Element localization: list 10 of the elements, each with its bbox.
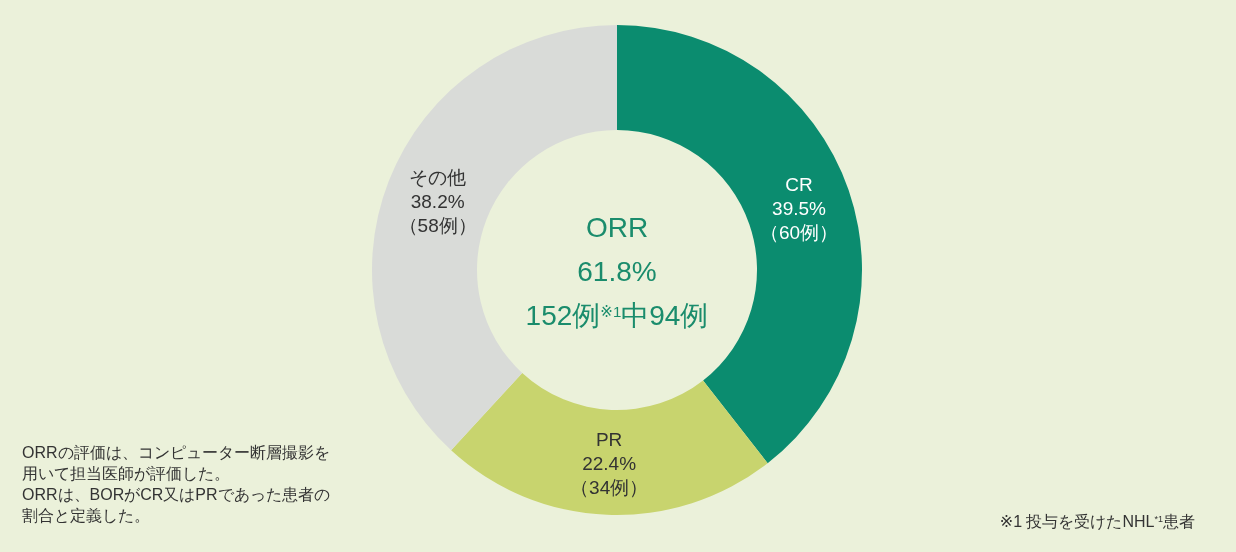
data-label: 38.2% （58例）	[398, 191, 477, 237]
text: ORRは、BORがCR又はPRであった患者の割合と定義した。	[22, 486, 330, 524]
text: ORRの評価は、コンピューター断層撮影を用いて担当医師が評価した。	[22, 444, 330, 482]
slice-label: PR	[595, 429, 623, 451]
text: ORR 61.8% 152例$^{※1}$中94例	[525, 212, 709, 331]
slice-label: CR	[785, 174, 813, 196]
text: ※1 投与を受けたNHL$^{*1}$患者	[999, 513, 1195, 530]
data-label: 39.5% （60例）	[759, 198, 839, 244]
data-label: 22.4% （34例）	[570, 453, 649, 499]
slice-label: その他	[409, 167, 467, 189]
